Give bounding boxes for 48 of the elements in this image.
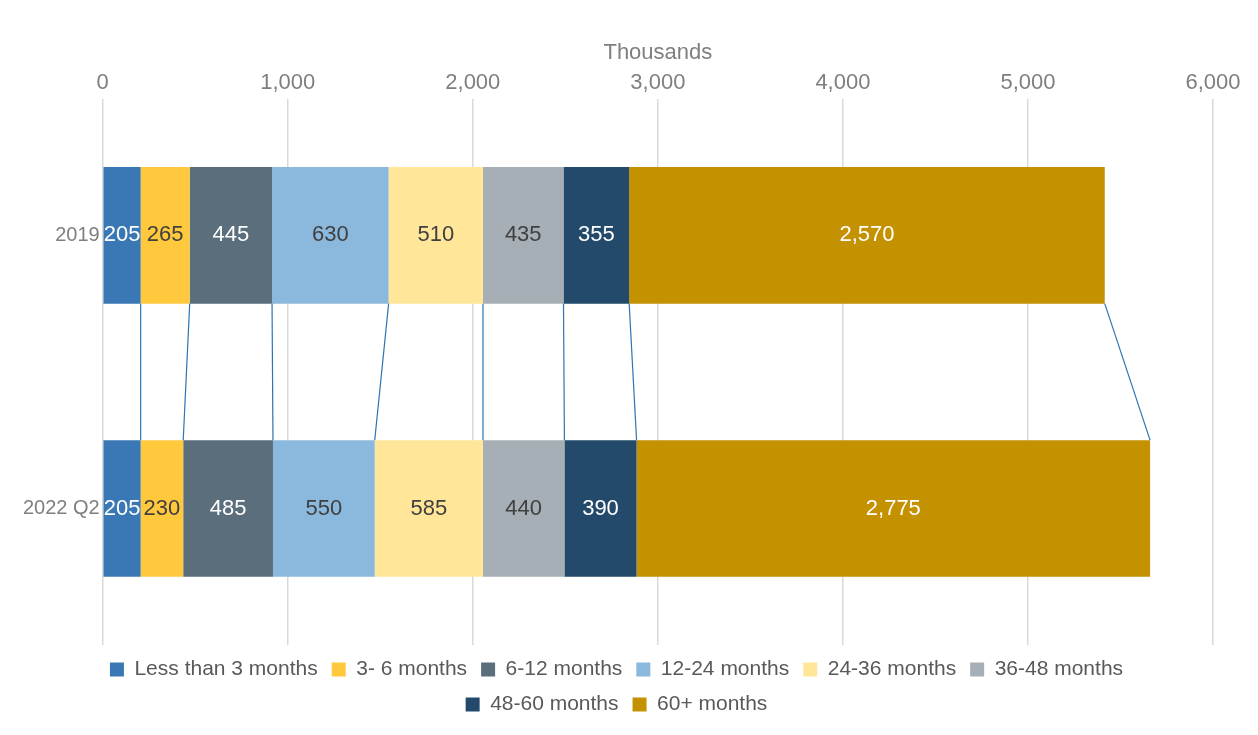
data-label: 230 — [143, 494, 181, 520]
data-label: 205 — [103, 221, 141, 247]
data-label: 510 — [417, 221, 455, 247]
bar — [563, 167, 630, 304]
data-label: 440 — [505, 494, 543, 520]
x-tick-label: 3,000 — [630, 68, 686, 94]
bar — [636, 440, 1151, 577]
bar — [183, 440, 273, 577]
bar — [272, 167, 389, 304]
data-label: 630 — [311, 221, 349, 247]
data-label: 390 — [582, 494, 619, 520]
legend-label: 6-12 months — [505, 656, 623, 680]
x-tick-label: 4,000 — [815, 68, 871, 94]
data-label: 445 — [212, 221, 250, 247]
data-label: 355 — [577, 221, 615, 247]
legend-label: 24-36 months — [827, 656, 957, 680]
data-label: 2,570 — [839, 221, 895, 247]
legend-label: 36-48 months — [994, 656, 1124, 680]
bar — [564, 440, 637, 577]
data-label: 2,775 — [865, 494, 921, 520]
x-tick-label: 2,000 — [445, 68, 501, 94]
x-tick-label: 1,000 — [260, 68, 316, 94]
bar — [483, 167, 564, 304]
bar — [374, 440, 483, 577]
data-label: 205 — [103, 494, 141, 520]
data-label: 585 — [410, 494, 448, 520]
x-axis-title: Thousands — [603, 39, 713, 65]
data-label: 435 — [504, 221, 542, 247]
bar — [140, 440, 184, 577]
legend-label: 60+ months — [657, 691, 768, 715]
bar — [388, 167, 483, 304]
legend-label: 3- 6 months — [356, 656, 468, 680]
data-label: 265 — [146, 221, 184, 247]
bar — [483, 440, 565, 577]
y-tick-label: 2019 — [55, 222, 100, 245]
legend-label: 12-24 months — [660, 656, 790, 680]
data-label: 550 — [305, 494, 343, 520]
data-label: 485 — [209, 494, 247, 520]
x-tick-label: 5,000 — [1000, 68, 1056, 94]
y-tick-label: 2022 Q2 — [22, 495, 100, 518]
legend-label: Less than 3 months — [134, 656, 318, 680]
bar — [140, 167, 190, 304]
legend-label: 48-60 months — [490, 691, 619, 715]
bar — [629, 167, 1105, 304]
x-tick-label: 6,000 — [1185, 68, 1241, 94]
bar — [272, 440, 375, 577]
bar — [189, 167, 273, 304]
x-tick-label: 0 — [96, 68, 109, 94]
